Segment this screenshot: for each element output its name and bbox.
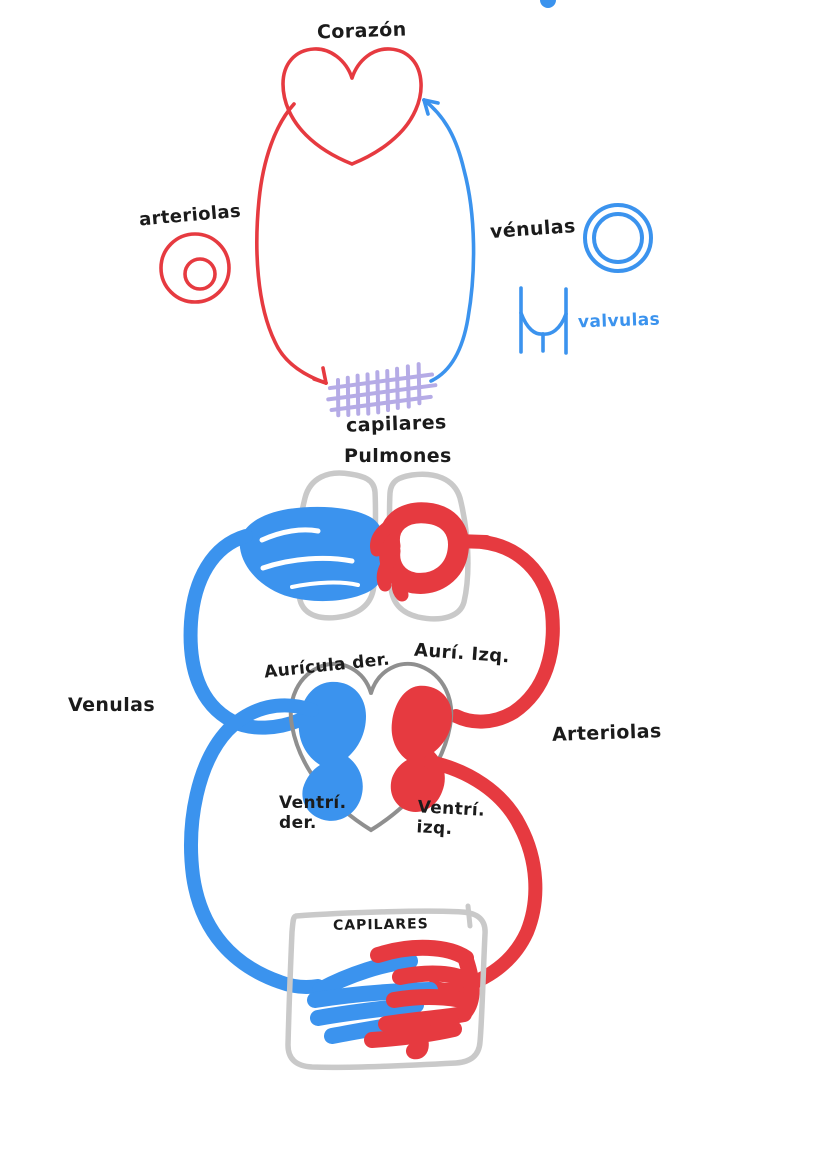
valves-label: valvulas <box>577 309 661 333</box>
body-capillaries-red <box>364 939 480 1060</box>
right-ventricle-label-line1: Ventrí. <box>279 793 347 813</box>
systemic-vein-loop-blue <box>184 698 325 994</box>
capillaries-label-top: capilares <box>345 411 448 437</box>
vein-loop-arrow <box>422 98 476 383</box>
heart-label: Corazón <box>316 18 407 44</box>
left-ventricle-label-line2: izq. <box>416 816 454 839</box>
capillary-box-outline <box>285 903 488 1071</box>
lung-capillaries-red <box>370 502 493 602</box>
lungs-outline-icon <box>293 470 471 622</box>
lungs-label: Pulmones <box>344 445 452 467</box>
right-ventricle-label: Ventrí. der. <box>279 793 347 833</box>
valve-icon <box>519 286 568 355</box>
arteriole-circles-icon <box>159 232 231 304</box>
right-heart-blood-blue <box>298 681 366 821</box>
artery-loop-arrow <box>255 102 328 385</box>
arterioles-label-bottom: Arteriolas <box>551 720 662 746</box>
systemic-artery-loop-red <box>423 755 543 997</box>
lung-capillaries-blue <box>239 506 385 602</box>
capillaries-label-bottom: CAPILARES <box>332 916 429 934</box>
venules-label-bottom: Venulas <box>68 694 156 716</box>
right-ventricle-label-line2: der. <box>279 812 317 833</box>
venule-ring-icon <box>583 203 653 273</box>
heart-chambers-outline <box>288 661 454 833</box>
pulmonary-vein-loop-blue <box>183 529 307 735</box>
left-heart-blood-red <box>390 685 452 812</box>
pulmonary-artery-loop-red <box>449 535 560 729</box>
capillary-mesh-icon <box>326 362 438 418</box>
left-ventricle-label: Ventrí. izq. <box>416 797 485 841</box>
heart-outline-icon <box>281 47 423 166</box>
